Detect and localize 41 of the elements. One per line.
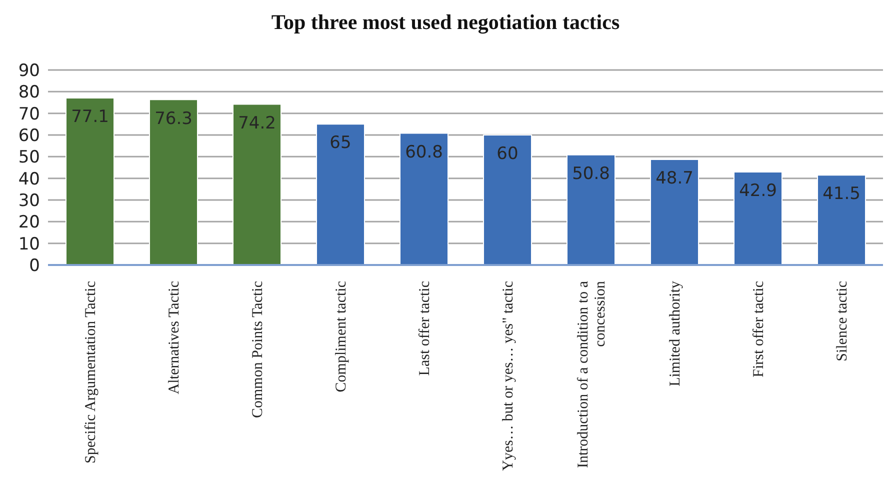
data-label: 48.7 (656, 168, 694, 189)
x-tick-label: Limited authority (667, 280, 684, 386)
data-label: 74.2 (238, 113, 276, 134)
bar (316, 124, 365, 265)
data-label: 42.9 (739, 181, 777, 202)
bar (149, 99, 198, 265)
data-label: 60 (496, 144, 518, 164)
x-tick-label: Introduction of a condition to a concession (575, 280, 608, 468)
y-tick-label: 20 (18, 212, 40, 233)
x-tick-label: Compliment tactic (333, 280, 350, 392)
bar (232, 104, 282, 265)
data-label: 60.8 (405, 142, 443, 162)
x-tick-label: Yyes… but or yes… yes" tactic (500, 280, 516, 471)
x-tick-label: Last offer tactic (416, 280, 433, 376)
y-tick-label: 0 (29, 256, 40, 276)
bar (734, 172, 782, 265)
data-label: 77.1 (71, 107, 109, 128)
y-tick-label: 50 (18, 148, 40, 168)
x-tick-label: Common Points Tactic (250, 280, 266, 418)
y-tick-label: 80 (18, 82, 40, 103)
data-label: 76.3 (154, 108, 192, 129)
y-tick-label: 30 (18, 191, 40, 212)
y-tick-label: 60 (18, 126, 40, 146)
data-label: 41.5 (822, 184, 860, 204)
bar (817, 174, 866, 265)
y-tick-label: 40 (18, 169, 40, 190)
y-tick-label: 70 (18, 104, 40, 124)
data-label: 50.8 (572, 164, 610, 184)
bar (483, 134, 532, 265)
bar (566, 154, 616, 265)
x-tick-label: Silence tactic (834, 280, 850, 362)
chart-title: Top three most used negotiation tactics (270, 10, 621, 35)
y-tick-label: 90 (18, 61, 40, 82)
y-tick-label: 10 (18, 234, 40, 254)
bar (400, 132, 448, 265)
x-tick-label: Alternatives Tactic (166, 280, 182, 394)
x-tick-label: First offer tactic (750, 280, 767, 378)
bar (650, 158, 699, 265)
bar (66, 97, 114, 265)
x-tick-label: Specific Argumentation Tactic (82, 280, 99, 464)
data-label: 65 (330, 133, 352, 154)
